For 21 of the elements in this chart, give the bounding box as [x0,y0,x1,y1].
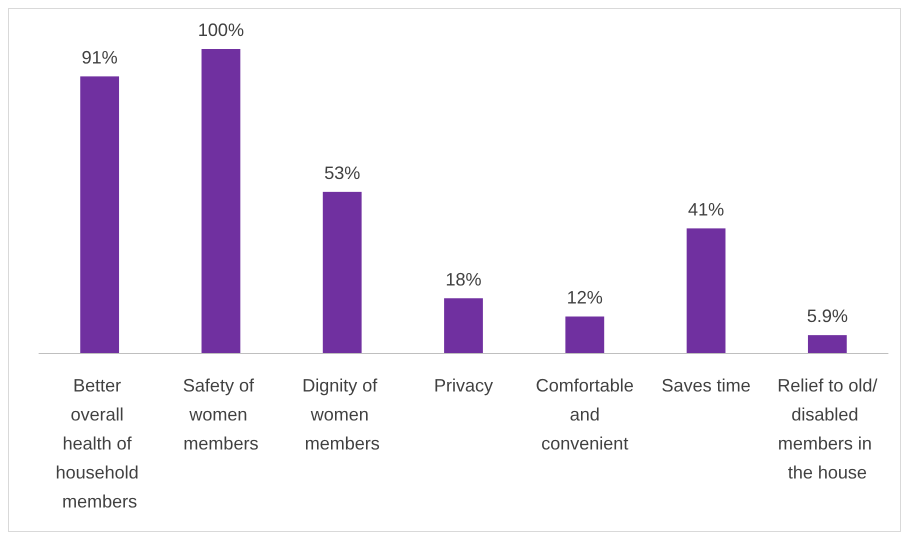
bar [202,49,240,353]
bar [80,76,120,353]
data-label: 53% [324,162,360,183]
x-tick-label: Privacy [434,376,494,396]
data-label: 18% [445,269,482,290]
data-label: 91% [82,47,118,68]
bar [444,298,483,353]
x-tick-label: Dignity of women members [302,376,382,454]
bar [565,316,604,353]
x-tick-label: Comfortable and convenient [536,376,634,454]
bar [322,192,362,353]
data-label: 12% [566,288,603,308]
data-label: 100% [198,20,244,40]
x-tick-label: Saves time [662,376,751,396]
bar [808,335,847,353]
data-label: 41% [688,199,724,220]
bar [686,228,726,353]
x-tick-label: Better overall health of household members [56,376,144,512]
x-tick-label: Relief to old/disabled members in the house [777,376,878,482]
x-tick-label: Safety of women members [182,376,259,454]
data-label: 5.9% [806,306,848,326]
